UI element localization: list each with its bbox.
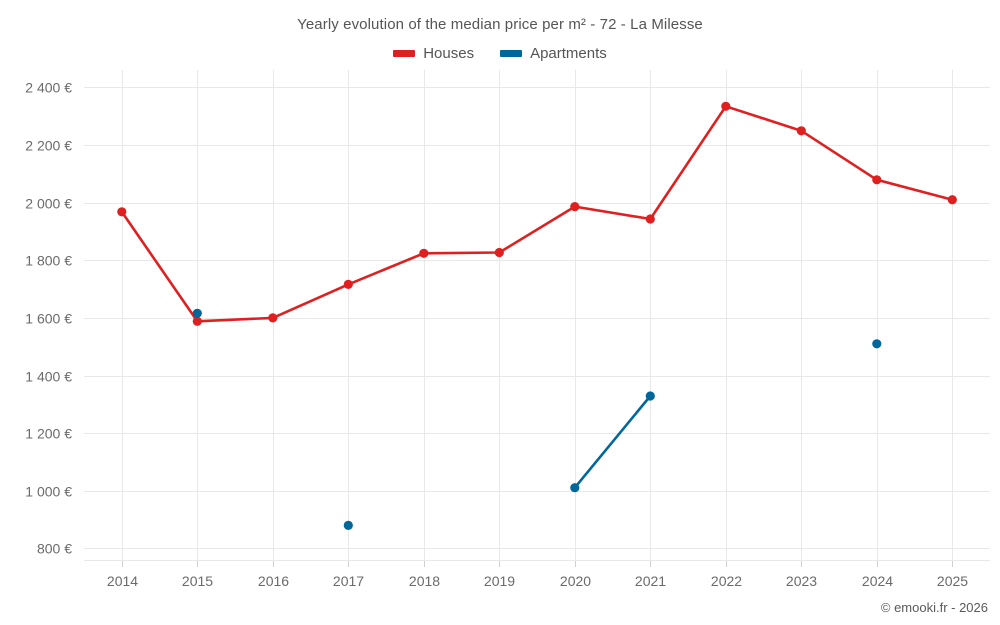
x-axis-tick-label: 2014 xyxy=(107,573,138,589)
credit-text: © emooki.fr - 2026 xyxy=(880,600,988,615)
data-point[interactable] xyxy=(872,175,882,185)
x-axis-tick-label: 2024 xyxy=(862,573,893,589)
x-axis-tick-label: 2019 xyxy=(484,573,515,589)
x-axis-tick-label: 2025 xyxy=(937,573,968,589)
data-point[interactable] xyxy=(419,248,429,258)
y-axis-tick-label: 1 600 € xyxy=(25,311,72,327)
data-point[interactable] xyxy=(796,126,806,136)
data-point[interactable] xyxy=(645,214,655,224)
legend-swatch-houses xyxy=(393,50,416,57)
data-point[interactable] xyxy=(343,520,353,531)
x-axis-tick-label: 2018 xyxy=(409,573,440,589)
x-axis-tick-label: 2016 xyxy=(258,573,289,589)
data-point[interactable] xyxy=(947,195,957,205)
x-axis-tick-label: 2023 xyxy=(786,573,817,589)
y-axis-tick-label: 800 € xyxy=(37,541,72,557)
x-axis-tick-label: 2017 xyxy=(333,573,364,589)
legend-item-apartments[interactable]: Apartments xyxy=(500,45,607,62)
data-point[interactable] xyxy=(192,308,202,318)
y-axis-tick-label: 1 400 € xyxy=(25,369,72,385)
data-point[interactable] xyxy=(721,101,731,111)
data-point[interactable] xyxy=(570,202,580,212)
data-point[interactable] xyxy=(343,279,353,289)
y-axis-tick-label: 1 000 € xyxy=(25,484,72,500)
data-point[interactable] xyxy=(117,207,127,217)
data-point[interactable] xyxy=(872,339,882,349)
chart-title: Yearly evolution of the median price per… xyxy=(297,16,703,33)
chart-legend: Houses Apartments xyxy=(0,45,1000,62)
data-point[interactable] xyxy=(268,313,278,323)
data-point[interactable] xyxy=(192,316,202,326)
legend-swatch-apartments xyxy=(500,50,523,57)
legend-label-apartments: Apartments xyxy=(530,45,607,62)
data-point[interactable] xyxy=(570,483,580,493)
y-axis-tick-label: 1 800 € xyxy=(25,253,72,269)
data-point[interactable] xyxy=(494,247,504,258)
series-line-apartments xyxy=(573,394,652,489)
y-axis-tick-label: 2 400 € xyxy=(25,80,72,96)
x-axis-tick-label: 2020 xyxy=(560,573,591,589)
legend-item-houses[interactable]: Houses xyxy=(393,45,474,62)
series-line-houses xyxy=(120,105,954,323)
x-axis-tick-label: 2021 xyxy=(635,573,666,589)
x-axis-tick-label: 2015 xyxy=(182,573,213,589)
data-point[interactable] xyxy=(645,391,655,401)
y-axis-tick-label: 1 200 € xyxy=(25,426,72,442)
x-axis-tick-label: 2022 xyxy=(711,573,742,589)
y-axis-tick-label: 2 200 € xyxy=(25,138,72,154)
y-axis-tick-label: 2 000 € xyxy=(25,196,72,212)
legend-label-houses: Houses xyxy=(423,45,475,62)
